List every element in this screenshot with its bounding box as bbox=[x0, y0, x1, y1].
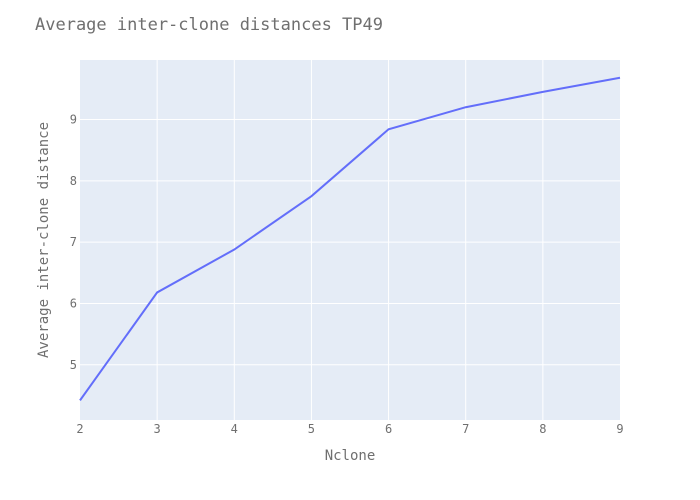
x-tick-label: 2 bbox=[76, 422, 83, 436]
x-tick-label: 8 bbox=[539, 422, 546, 436]
x-tick-label: 3 bbox=[154, 422, 161, 436]
y-tick-label: 6 bbox=[70, 296, 77, 310]
x-axis-title: Nclone bbox=[325, 448, 376, 464]
x-tick-label: 5 bbox=[308, 422, 315, 436]
y-tick-label: 5 bbox=[70, 358, 77, 372]
x-tick-label: 4 bbox=[231, 422, 238, 436]
y-gridlines bbox=[80, 118, 620, 366]
x-tick-label: 7 bbox=[462, 422, 469, 436]
x-gridlines bbox=[156, 60, 544, 420]
plot-area bbox=[80, 60, 620, 420]
x-tick-label: 9 bbox=[616, 422, 623, 436]
chart-title: Average inter-clone distances TP49 bbox=[35, 15, 383, 35]
y-tick-labels: 5 6 7 8 9 bbox=[70, 112, 77, 371]
y-tick-label: 7 bbox=[70, 235, 77, 249]
x-tick-label: 6 bbox=[385, 422, 392, 436]
x-tick-labels: 2 3 4 5 6 7 8 9 bbox=[76, 422, 623, 436]
y-axis-title: Average inter-clone distance bbox=[36, 122, 52, 358]
y-tick-label: 9 bbox=[70, 112, 77, 126]
y-tick-label: 8 bbox=[70, 174, 77, 188]
series-line bbox=[79, 76, 621, 401]
